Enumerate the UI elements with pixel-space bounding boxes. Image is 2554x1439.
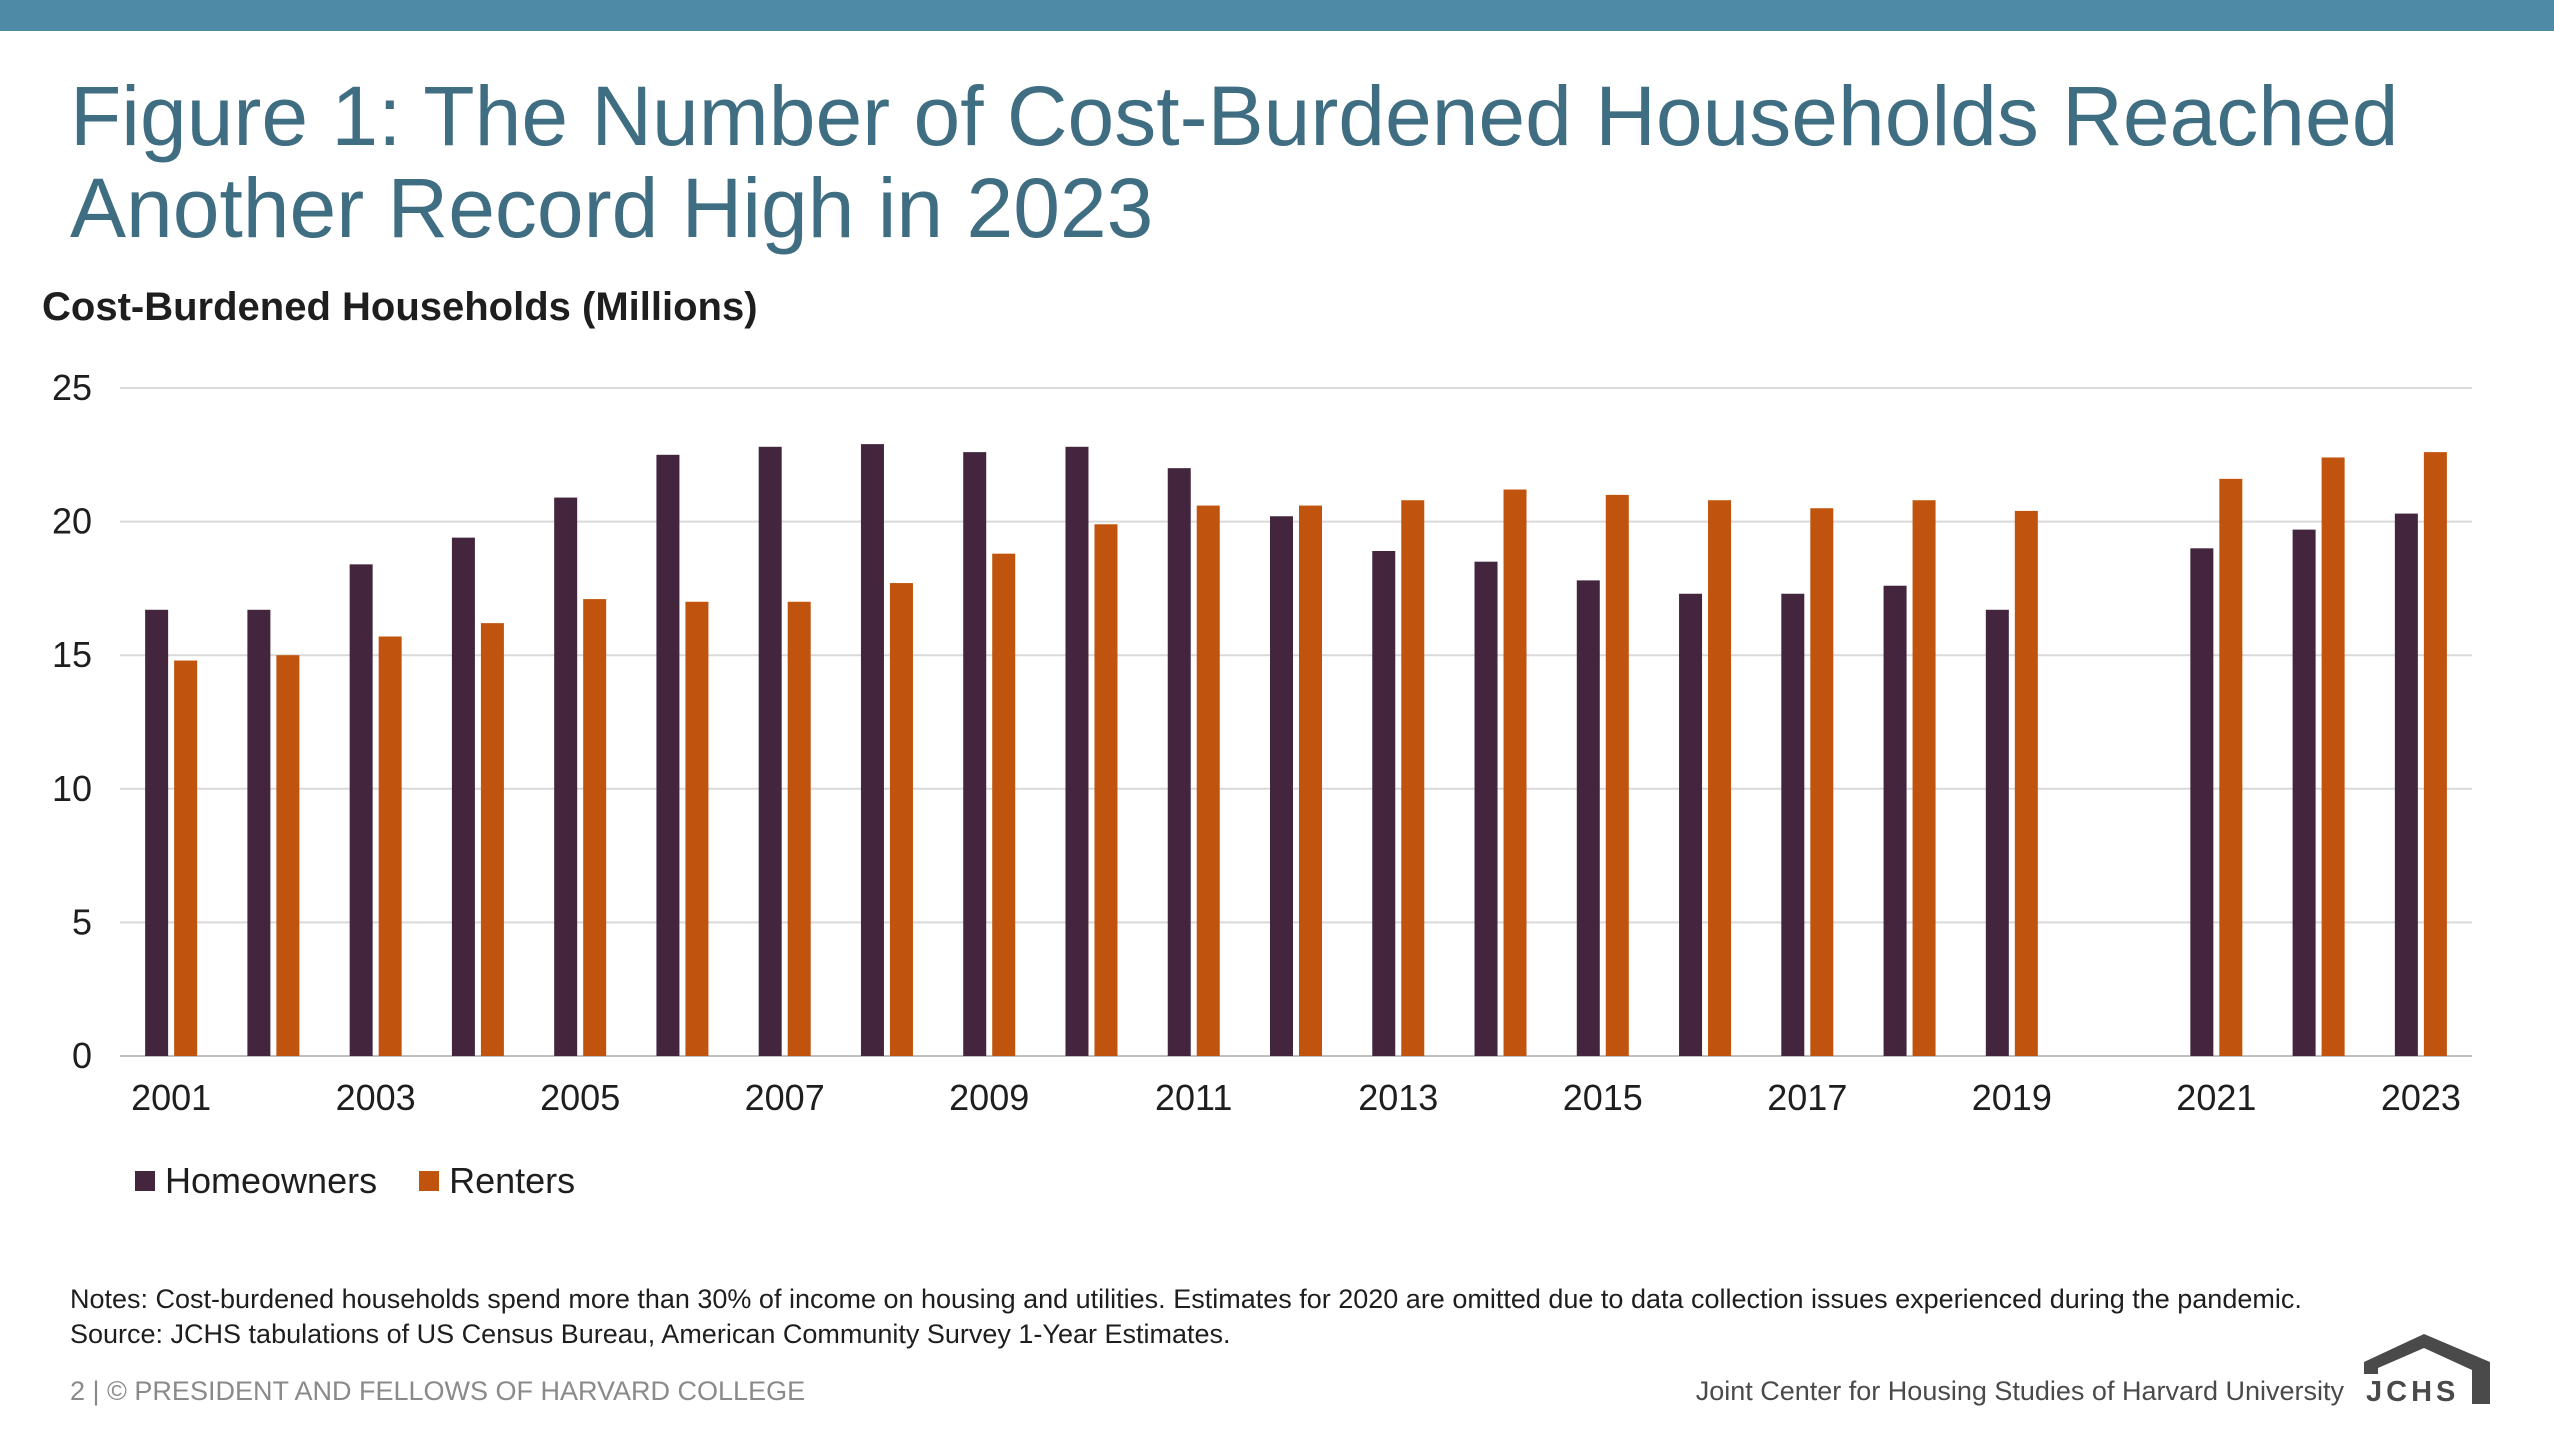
x-tick-label-2019: 2019: [1972, 1077, 2052, 1118]
legend-item-homeowners: Homeowners: [135, 1160, 377, 1202]
bar-renters-2006: [685, 601, 709, 1056]
bar-renters-2010: [1094, 524, 1118, 1056]
x-tick-label-2009: 2009: [949, 1077, 1029, 1118]
legend-swatch-homeowners: [135, 1171, 155, 1191]
y-tick-label-15: 15: [52, 634, 92, 675]
bar-homeowners-2018: [1883, 585, 1907, 1056]
x-tick-label-2015: 2015: [1563, 1077, 1643, 1118]
bar-homeowners-2002: [247, 609, 271, 1056]
x-tick-label-2007: 2007: [745, 1077, 825, 1118]
y-tick-label-25: 25: [52, 367, 92, 408]
x-tick-label-2001: 2001: [131, 1077, 211, 1118]
bar-renters-2011: [1196, 505, 1220, 1056]
bar-homeowners-2010: [1065, 446, 1089, 1056]
bar-renters-2021: [2219, 478, 2243, 1056]
jchs-house-logo-icon: [2364, 1334, 2490, 1404]
bar-renters-2012: [1299, 505, 1322, 1056]
bar-homeowners-2007: [758, 446, 782, 1056]
bar-homeowners-2009: [963, 452, 987, 1056]
bar-renters-2023: [2423, 452, 2447, 1056]
footer-organization: Joint Center for Housing Studies of Harv…: [1695, 1376, 2344, 1406]
bar-renters-2008: [889, 583, 913, 1056]
bar-renters-2009: [992, 553, 1016, 1056]
bar-renters-2005: [583, 599, 607, 1056]
y-tick-label-0: 0: [72, 1035, 92, 1076]
bar-homeowners-2005: [554, 497, 578, 1056]
bar-homeowners-2023: [2394, 513, 2418, 1056]
x-tick-label-2017: 2017: [1767, 1077, 1847, 1118]
y-axis-title: Cost-Burdened Households (Millions): [42, 285, 758, 329]
footer-copyright: 2 | © PRESIDENT AND FELLOWS OF HARVARD C…: [70, 1376, 806, 1406]
jchs-logo-text: JCHS: [2366, 1376, 2460, 1408]
bar-renters-2015: [1605, 494, 1629, 1056]
bar-renters-2001: [174, 660, 198, 1056]
notes-block: Notes: Cost-burdened households spend mo…: [70, 1282, 2510, 1352]
bar-homeowners-2022: [2292, 529, 2316, 1056]
bar-renters-2004: [480, 623, 504, 1056]
top-accent-band: [0, 0, 2554, 31]
y-tick-label-5: 5: [72, 901, 92, 942]
bar-renters-2002: [276, 655, 300, 1056]
bar-renters-2003: [378, 636, 402, 1056]
x-tick-label-2013: 2013: [1358, 1077, 1438, 1118]
bar-homeowners-2001: [145, 609, 169, 1056]
y-tick-label-20: 20: [52, 501, 92, 542]
legend-label-homeowners: Homeowners: [165, 1160, 378, 1201]
legend-label-renters: Renters: [449, 1160, 576, 1201]
bar-homeowners-2013: [1372, 550, 1396, 1056]
bar-homeowners-2021: [2190, 548, 2214, 1056]
bar-homeowners-2004: [451, 537, 475, 1056]
legend: Homeowners Renters: [135, 1160, 575, 1202]
x-tick-label-2003: 2003: [336, 1077, 416, 1118]
notes-text: Notes: Cost-burdened households spend mo…: [70, 1284, 2302, 1314]
x-tick-label-2005: 2005: [540, 1077, 620, 1118]
bar-renters-2007: [787, 601, 811, 1056]
x-tick-label-2023: 2023: [2381, 1077, 2461, 1118]
bar-renters-2019: [2014, 510, 2038, 1056]
y-tick-label-10: 10: [52, 768, 92, 809]
legend-swatch-renters: [419, 1171, 440, 1191]
bar-renters-2018: [1912, 500, 1936, 1056]
bar-renters-2022: [2321, 457, 2345, 1056]
bar-homeowners-2017: [1781, 593, 1805, 1056]
bar-homeowners-2015: [1576, 580, 1600, 1056]
bar-homeowners-2019: [1985, 609, 2009, 1056]
bar-homeowners-2003: [349, 564, 373, 1056]
bar-chart: 0 5 10 15 20 25 2001 2003 2005 2007 2009 2011 2013 20…: [52, 367, 2472, 1118]
bar-renters-2017: [1810, 508, 1834, 1056]
bar-homeowners-2006: [656, 454, 680, 1056]
bar-renters-2013: [1401, 500, 1425, 1056]
bar-homeowners-2014: [1474, 561, 1498, 1056]
bar-homeowners-2012: [1270, 516, 1293, 1056]
bar-renters-2016: [1708, 500, 1732, 1056]
x-tick-label-2011: 2011: [1155, 1077, 1232, 1118]
bar-homeowners-2016: [1679, 593, 1703, 1056]
bar-homeowners-2008: [860, 444, 884, 1056]
page-title: Figure 1: The Number of Cost-Burdened Ho…: [70, 69, 2399, 255]
legend-item-renters: Renters: [419, 1160, 575, 1202]
bar-homeowners-2011: [1167, 468, 1191, 1056]
bar-renters-2014: [1503, 489, 1527, 1056]
source-text: Source: JCHS tabulations of US Census Bu…: [70, 1319, 1231, 1349]
x-tick-label-2021: 2021: [2176, 1077, 2256, 1118]
